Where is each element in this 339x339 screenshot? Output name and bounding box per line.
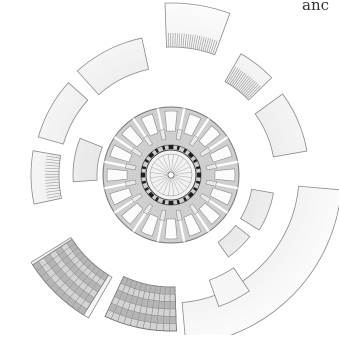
dark-mark bbox=[168, 145, 173, 149]
segment-right-upper bbox=[255, 94, 307, 157]
hub-center bbox=[168, 172, 174, 178]
dark-mark bbox=[168, 201, 173, 205]
segment-left-inner-small bbox=[73, 138, 102, 182]
segment-right-lower-small bbox=[218, 225, 250, 256]
segment-top-left-arc bbox=[77, 38, 148, 95]
segment-right-middle bbox=[241, 189, 274, 230]
dark-mark bbox=[141, 172, 145, 177]
grid-bottom-center bbox=[105, 277, 176, 331]
dark-mark bbox=[197, 172, 201, 177]
spoke-window bbox=[165, 111, 177, 131]
segment-left-upper bbox=[38, 83, 87, 144]
spoke-window bbox=[107, 169, 127, 181]
spoke-window bbox=[165, 219, 177, 239]
spoke-window bbox=[215, 169, 235, 181]
caption-fragment: anc bbox=[302, 0, 329, 14]
